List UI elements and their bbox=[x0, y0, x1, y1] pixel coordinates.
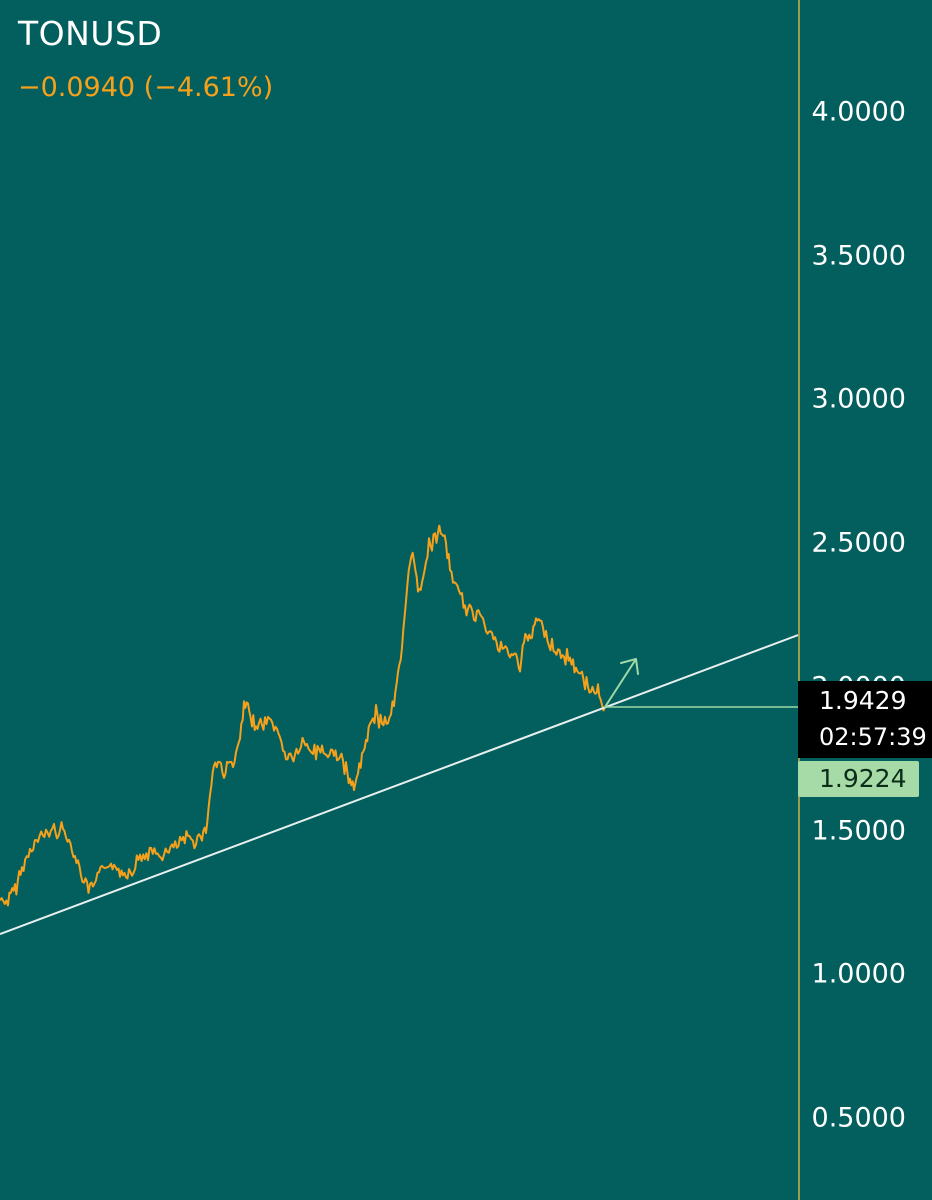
axis-tick-label: 1.5000 bbox=[811, 815, 906, 847]
axis-tick-label: 3.0000 bbox=[811, 383, 906, 415]
symbol-title: TONUSD bbox=[18, 14, 163, 53]
horizontal-level-badge: 1.9224 bbox=[798, 761, 919, 797]
axis-tick-label: 4.0000 bbox=[811, 96, 906, 128]
last-price-value: 1.9429 bbox=[819, 686, 907, 715]
drawing-overlays[interactable] bbox=[0, 634, 799, 935]
axis-tick-label: 1.0000 bbox=[811, 958, 906, 990]
price-change: −0.0940 (−4.61%) bbox=[18, 72, 274, 103]
axis-tick-label: 2.5000 bbox=[811, 527, 906, 559]
last-price-badge: 1.9429 02:57:39 bbox=[798, 681, 932, 758]
up-arrow-icon[interactable] bbox=[604, 658, 639, 708]
level-value: 1.9224 bbox=[819, 764, 907, 793]
price-line bbox=[0, 524, 606, 907]
price-series bbox=[0, 524, 606, 907]
support-trendline[interactable] bbox=[0, 634, 799, 935]
axis-tick-label: 3.5000 bbox=[811, 240, 906, 272]
axis-tick-label: 0.5000 bbox=[811, 1102, 906, 1134]
bar-countdown: 02:57:39 bbox=[819, 723, 927, 751]
